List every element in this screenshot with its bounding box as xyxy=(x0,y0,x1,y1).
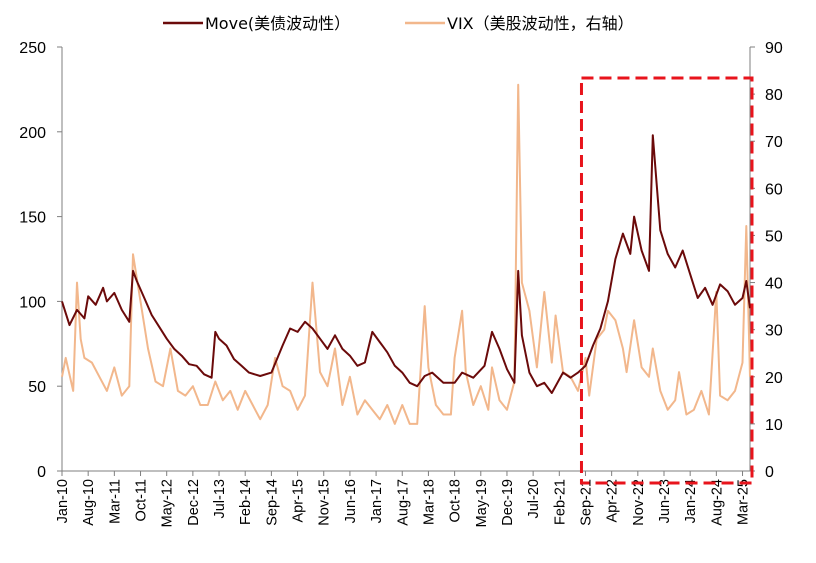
x-tick-label: Feb-14 xyxy=(238,479,254,525)
x-tick-label: Sep-21 xyxy=(578,479,594,526)
x-tick-label: Jan-24 xyxy=(683,479,699,523)
y-left-tick-label: 200 xyxy=(19,125,46,142)
axes: 0 50 100 150 200 250 0 10 20 30 40 50 60 70 80 90 Jan-10… xyxy=(19,40,783,527)
y-left-tick-label: 0 xyxy=(37,464,46,481)
y-left-tick-label: 100 xyxy=(19,294,46,311)
x-tick-label: Aug-24 xyxy=(709,479,725,526)
y-right-tick-label: 0 xyxy=(765,464,774,481)
x-tick-label: Dec-19 xyxy=(500,479,516,526)
x-tick-label: Jul-20 xyxy=(526,479,542,519)
x-tick-label: Jul-13 xyxy=(212,479,228,519)
x-tick-label: Mar-18 xyxy=(421,479,437,525)
y-left-tick-label: 250 xyxy=(19,40,46,57)
y-right-tick-label: 50 xyxy=(765,228,783,245)
x-tick-label: Jun-23 xyxy=(657,479,673,523)
x-tick-label: Oct-11 xyxy=(134,479,150,521)
y-left-tick-label: 50 xyxy=(28,379,46,396)
x-tick-label: Nov-22 xyxy=(631,479,647,526)
y-right-tick-label: 60 xyxy=(765,181,783,198)
y-right-tick-label: 70 xyxy=(765,134,783,151)
x-tick-label: Mar-11 xyxy=(107,479,123,524)
x-tick-label: Oct-18 xyxy=(448,479,464,523)
y-right-tick-label: 80 xyxy=(765,87,783,104)
x-tick-label: Jan-17 xyxy=(369,479,385,523)
y-right-tick-label: 40 xyxy=(765,276,783,293)
y-right-tick-label: 30 xyxy=(765,323,783,340)
x-tick-label: Aug-10 xyxy=(81,479,97,526)
x-tick-label: Feb-21 xyxy=(552,479,568,525)
x-tick-label: Mar-25 xyxy=(736,479,752,525)
x-tick-label: Sep-14 xyxy=(264,479,280,526)
y-right-tick-label: 20 xyxy=(765,370,783,387)
y-right-tick-label: 10 xyxy=(765,417,783,434)
x-tick-label: May-12 xyxy=(160,479,176,527)
x-tick-label: Dec-12 xyxy=(186,479,202,526)
series-line-vix xyxy=(61,83,751,425)
series-line-move xyxy=(61,134,751,394)
legend-label-vix: VIX（美股波动性，右轴） xyxy=(447,14,634,33)
y-right-tick-label: 90 xyxy=(765,40,783,57)
series-group xyxy=(61,83,751,425)
highlight-box xyxy=(579,76,754,485)
x-tick-label: Apr-15 xyxy=(291,479,307,523)
x-tick-label: Jan-10 xyxy=(55,479,71,523)
legend-label-move: Move(美债波动性） xyxy=(205,14,350,33)
x-tick-label: May-19 xyxy=(474,479,490,527)
x-tick-label: Nov-15 xyxy=(317,479,333,526)
y-left-tick-label: 150 xyxy=(19,210,46,227)
legend: Move(美债波动性） VIX（美股波动性，右轴） xyxy=(163,14,634,33)
x-tick-label: Aug-17 xyxy=(395,479,411,526)
x-tick-label: Jun-16 xyxy=(343,479,359,523)
x-tick-label: Apr-22 xyxy=(605,479,621,523)
